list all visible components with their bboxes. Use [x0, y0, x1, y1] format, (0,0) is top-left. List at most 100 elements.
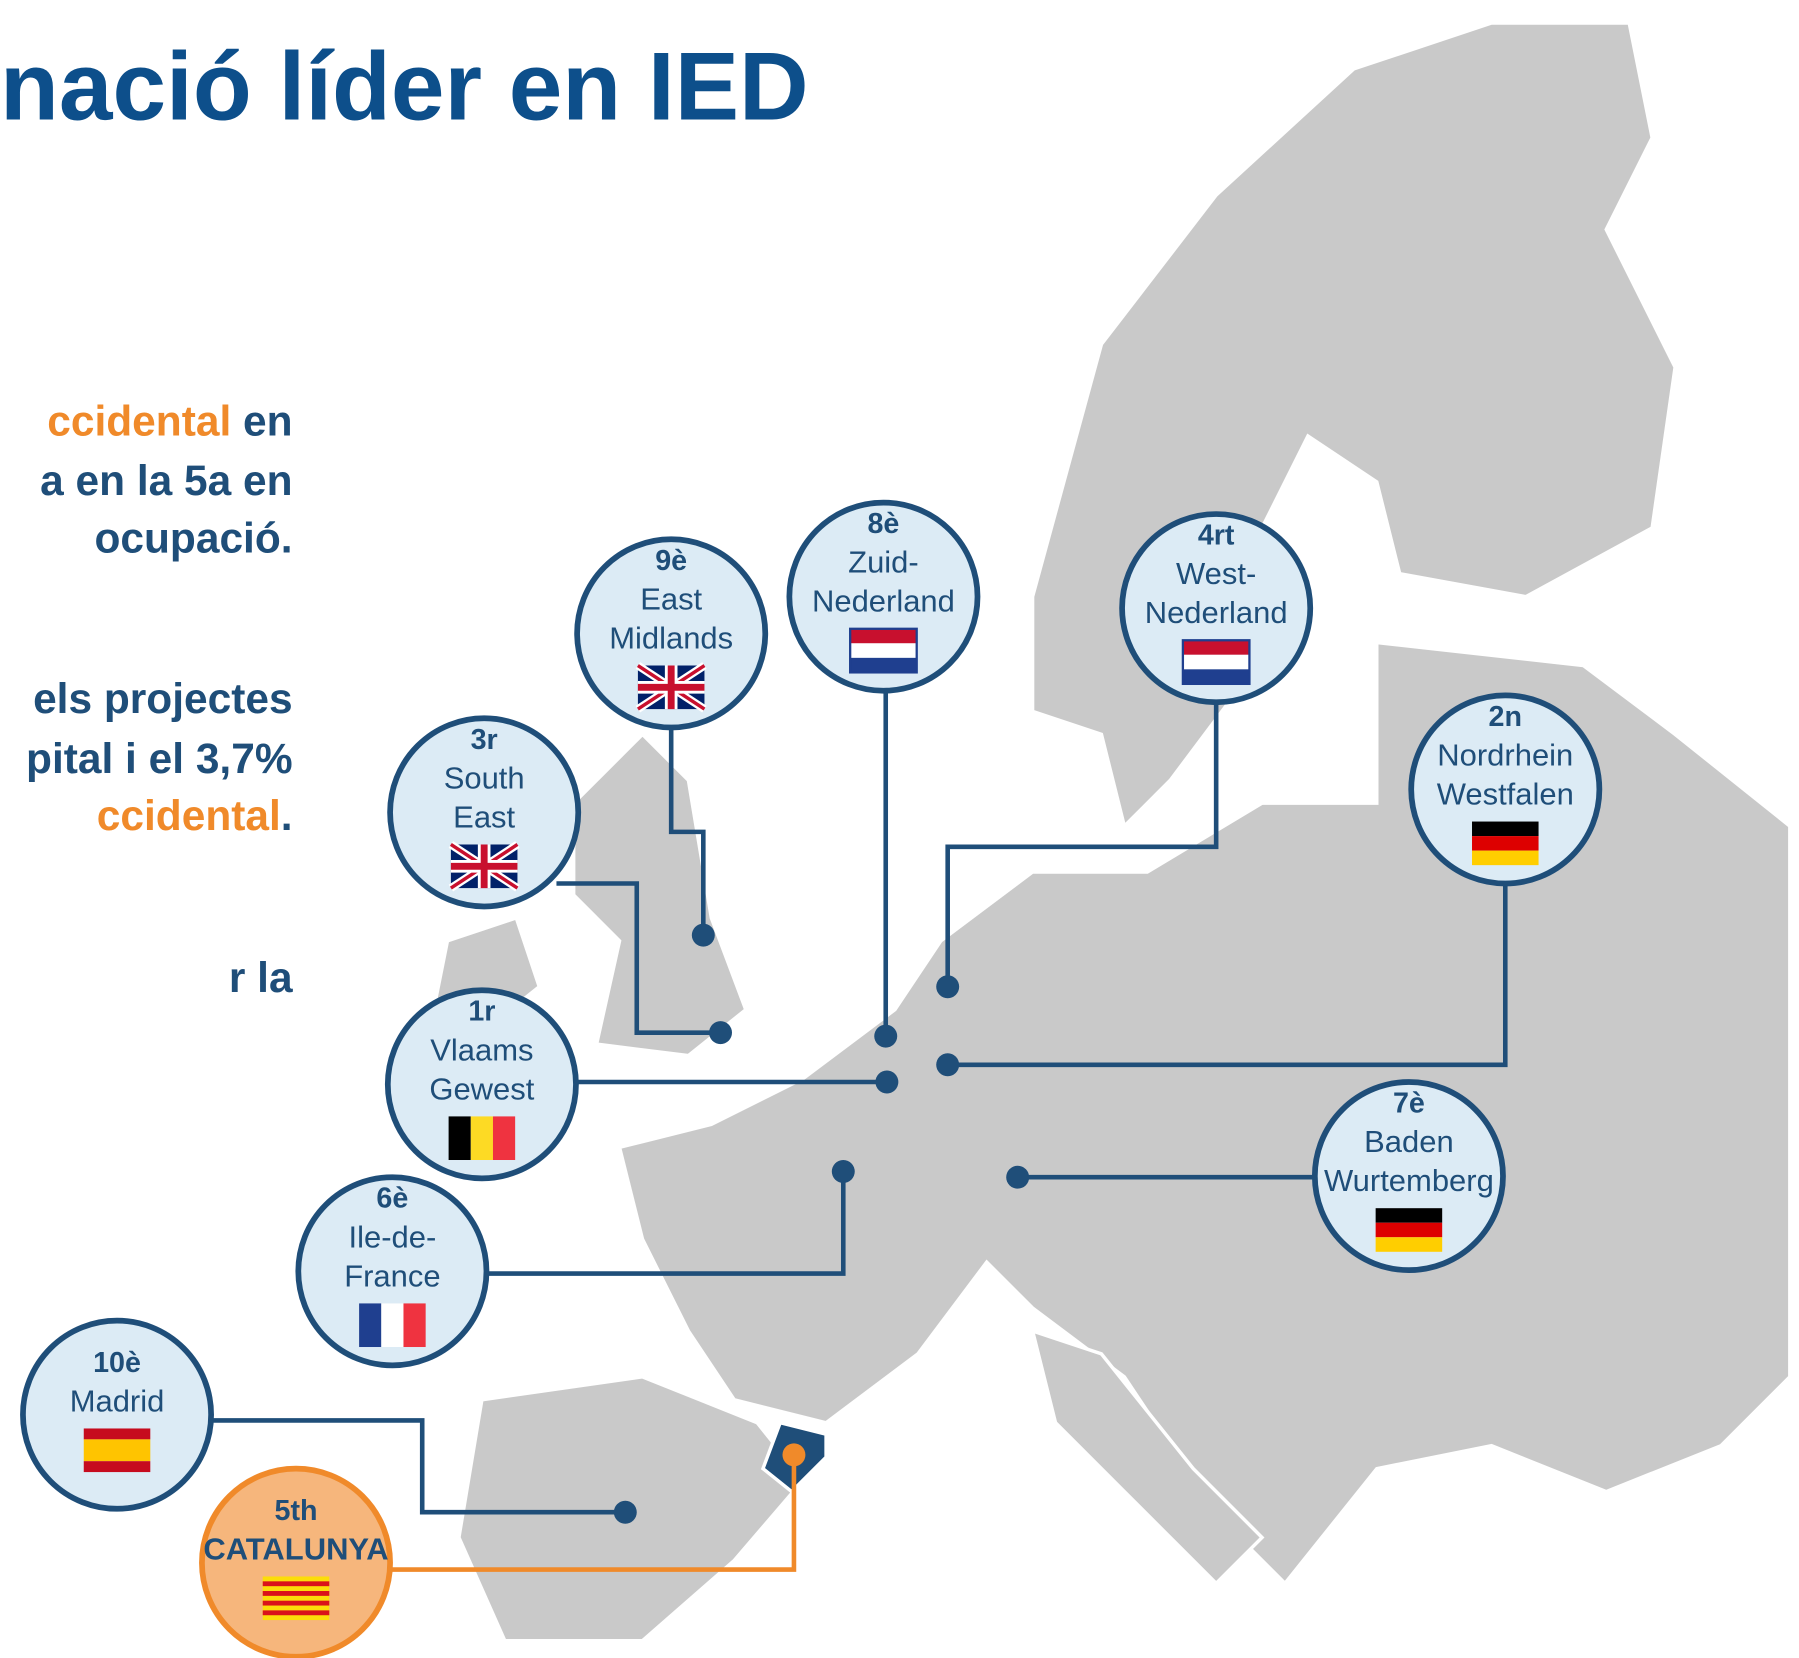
text-segment: ocupació. — [94, 515, 292, 562]
flag-cross — [637, 665, 705, 710]
location-dot — [936, 975, 960, 999]
location-dot — [691, 923, 715, 947]
region-name: Nordrhein — [1437, 737, 1573, 772]
region-name: Westfalen — [1437, 776, 1574, 811]
region-badge — [387, 715, 582, 910]
region-rank: 5th — [275, 1495, 318, 1527]
flag — [635, 662, 707, 713]
flag-part — [448, 1116, 471, 1161]
flag-part — [1182, 654, 1250, 670]
flag-part — [470, 1116, 493, 1161]
region-badge — [1311, 1079, 1506, 1274]
flag — [1375, 1208, 1443, 1252]
flag-part — [1375, 1222, 1443, 1238]
body-line: els projectes — [33, 675, 292, 722]
region-name: Gewest — [429, 1071, 534, 1106]
region-rank: 1r — [468, 996, 495, 1028]
flag — [1472, 821, 1539, 866]
region-badge — [384, 987, 579, 1182]
region-name: Nederland — [1145, 595, 1288, 630]
region-rank: 3r — [471, 724, 498, 756]
body-line: ocupació. — [94, 515, 292, 562]
flag-part — [850, 628, 917, 644]
flag-part — [262, 1600, 330, 1606]
location-dot — [936, 1053, 960, 1077]
flag-part — [492, 1116, 516, 1161]
flag-part — [83, 1439, 151, 1462]
leader-line — [945, 702, 1219, 987]
region-name: Ile-de- — [348, 1219, 436, 1254]
flag-part — [403, 1303, 426, 1348]
flag-part — [1182, 640, 1250, 655]
region-rank: 7è — [1393, 1088, 1425, 1120]
region-rank: 10è — [93, 1347, 141, 1379]
body-line: ccidental. — [97, 792, 293, 839]
text-segment: pital i el 3,7% — [26, 735, 293, 782]
region-name: France — [344, 1258, 440, 1293]
leader-line — [947, 883, 1508, 1068]
text-segment: els projectes — [33, 675, 292, 722]
region-badge — [1408, 692, 1603, 887]
flag-part — [1472, 850, 1539, 866]
location-dot — [709, 1021, 732, 1045]
location-dot — [831, 1160, 855, 1183]
title: nació líder en IED — [0, 34, 809, 141]
flag-part — [262, 1581, 330, 1587]
region-name: Madrid — [70, 1383, 165, 1418]
great-britain — [571, 731, 748, 1058]
region-badge — [20, 1317, 214, 1512]
leader-line — [390, 1454, 797, 1572]
flag-part — [850, 657, 917, 673]
leader-line — [211, 1418, 626, 1515]
region-badge — [295, 1174, 490, 1369]
location-dot — [875, 1070, 899, 1094]
region-name: Wurtemberg — [1324, 1163, 1494, 1198]
leader-line — [556, 881, 721, 1035]
region-name: West- — [1176, 556, 1256, 591]
location-dot — [1006, 1165, 1030, 1189]
region-badge — [574, 536, 769, 731]
region-rank: 9è — [655, 545, 687, 577]
flag — [83, 1428, 151, 1473]
flag-border — [1181, 639, 1251, 686]
region-rank: 4rt — [1198, 520, 1235, 552]
text-segment: r la — [229, 954, 293, 1001]
region-rank: 8è — [867, 508, 899, 540]
location-dot — [874, 1024, 898, 1048]
region-name: East — [640, 581, 702, 616]
region-rank: 2n — [1489, 701, 1522, 733]
flag-part — [262, 1610, 330, 1616]
text-segment: ccidental — [97, 792, 281, 839]
flag-part — [1375, 1237, 1443, 1252]
region-badge — [786, 499, 981, 694]
flag-part — [359, 1303, 382, 1348]
flag — [849, 627, 918, 674]
flag — [359, 1303, 426, 1348]
body-text: ccidental en a en la 5a en ocupació. els pr… — [26, 398, 293, 1001]
text-segment: . — [281, 792, 293, 839]
flag — [1181, 639, 1251, 686]
location-dot — [613, 1500, 637, 1524]
location-dot — [782, 1443, 806, 1467]
region-name: Midlands — [609, 620, 733, 655]
text-segment: ccidental — [47, 398, 231, 445]
region-name: Zuid- — [848, 545, 919, 580]
region-rank: 6è — [376, 1183, 408, 1215]
flag-part — [1472, 821, 1539, 837]
flag-part — [83, 1428, 151, 1440]
region-name: Nederland — [812, 584, 955, 619]
flag-part — [262, 1591, 330, 1596]
region-badge — [199, 1465, 393, 1658]
flag-part — [850, 643, 917, 658]
flag-part — [381, 1303, 404, 1348]
body-line: ccidental en — [47, 398, 292, 445]
body-line: pital i el 3,7% — [26, 735, 293, 782]
text-segment: en — [231, 398, 292, 445]
body-line: a en la 5a en — [40, 457, 292, 504]
body-line: r la — [229, 954, 293, 1001]
flag-part — [1375, 1208, 1443, 1223]
region-name: Vlaams — [430, 1032, 533, 1067]
leader-line — [486, 1171, 846, 1276]
flag — [448, 1116, 516, 1161]
